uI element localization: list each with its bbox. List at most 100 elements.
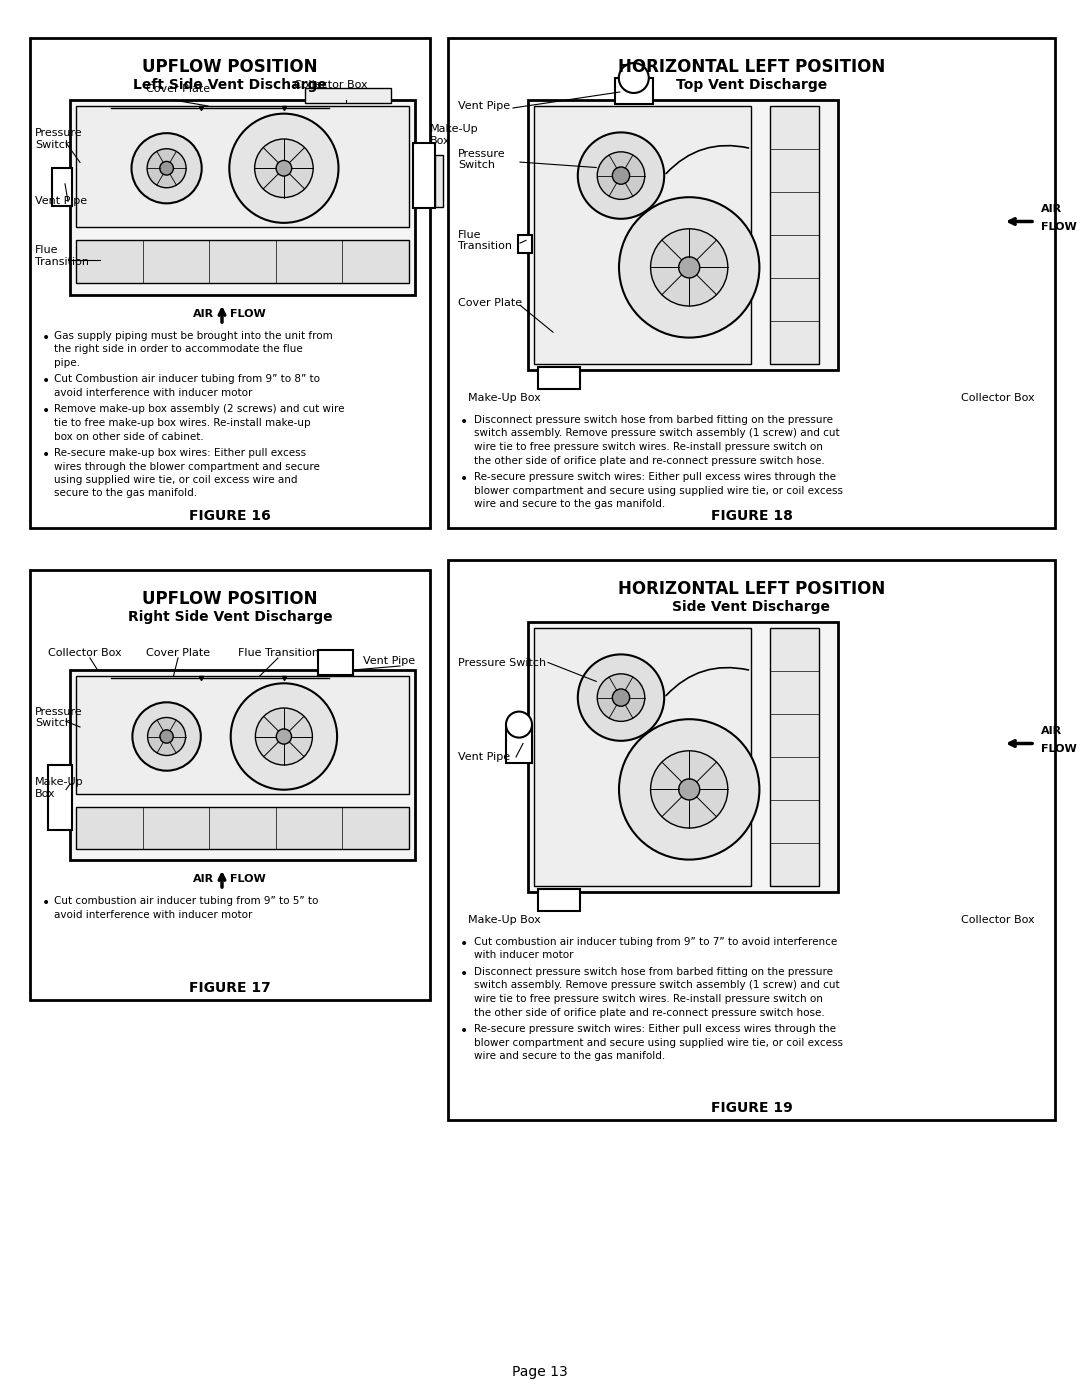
- Text: UPFLOW POSITION: UPFLOW POSITION: [143, 59, 318, 75]
- Circle shape: [612, 168, 630, 184]
- Text: wire and secure to the gas manifold.: wire and secure to the gas manifold.: [474, 1051, 665, 1060]
- Bar: [305, 88, 391, 103]
- Text: Cover Plate: Cover Plate: [146, 84, 210, 94]
- Text: wire tie to free pressure switch wires. Re-install pressure switch on: wire tie to free pressure switch wires. …: [474, 995, 823, 1004]
- Circle shape: [147, 148, 186, 187]
- Circle shape: [276, 729, 292, 745]
- Text: Page 13: Page 13: [512, 1365, 568, 1379]
- Text: the right side in order to accommodate the flue: the right side in order to accommodate t…: [54, 345, 302, 355]
- Text: Re-secure pressure switch wires: Either pull excess wires through the: Re-secure pressure switch wires: Either …: [474, 472, 836, 482]
- Text: Right Side Vent Discharge: Right Side Vent Discharge: [127, 610, 333, 624]
- Text: FIGURE 16: FIGURE 16: [189, 509, 271, 522]
- Circle shape: [619, 63, 649, 94]
- Text: avoid interference with inducer motor: avoid interference with inducer motor: [54, 909, 253, 919]
- Text: FIGURE 19: FIGURE 19: [711, 1101, 793, 1115]
- Text: •: •: [460, 472, 468, 486]
- Text: Pressure
Switch: Pressure Switch: [458, 148, 505, 170]
- Text: Vent Pipe: Vent Pipe: [458, 752, 510, 761]
- Bar: [448, 560, 1055, 1120]
- Text: HORIZONTAL LEFT POSITION: HORIZONTAL LEFT POSITION: [618, 580, 886, 598]
- Text: Make-Up
Box: Make-Up Box: [35, 777, 83, 799]
- Text: Disconnect pressure switch hose from barbed fitting on the pressure: Disconnect pressure switch hose from bar…: [474, 967, 833, 977]
- Circle shape: [148, 718, 186, 756]
- Circle shape: [597, 152, 645, 200]
- Text: •: •: [42, 405, 50, 419]
- Bar: [76, 240, 409, 284]
- Bar: [448, 38, 1055, 528]
- Bar: [435, 155, 443, 207]
- Text: Flue
Transition: Flue Transition: [35, 246, 89, 267]
- Text: •: •: [42, 448, 50, 462]
- Text: Cut Combustion air inducer tubing from 9” to 8” to: Cut Combustion air inducer tubing from 9…: [54, 374, 320, 384]
- Circle shape: [612, 689, 630, 707]
- Text: •: •: [42, 895, 50, 909]
- Text: wires through the blower compartment and secure: wires through the blower compartment and…: [54, 461, 320, 472]
- Circle shape: [619, 719, 759, 859]
- Text: using supplied wire tie, or coil excess wire and: using supplied wire tie, or coil excess …: [54, 475, 297, 485]
- Circle shape: [160, 162, 174, 175]
- Text: Vent Pipe: Vent Pipe: [363, 657, 415, 666]
- Text: avoid interference with inducer motor: avoid interference with inducer motor: [54, 388, 253, 398]
- Bar: [70, 671, 415, 861]
- Text: Disconnect pressure switch hose from barbed fitting on the pressure: Disconnect pressure switch hose from bar…: [474, 415, 833, 425]
- Text: Remove make-up box assembly (2 screws) and cut wire: Remove make-up box assembly (2 screws) a…: [54, 405, 345, 415]
- Bar: [48, 766, 72, 830]
- Text: secure to the gas manifold.: secure to the gas manifold.: [54, 489, 198, 499]
- Circle shape: [160, 729, 173, 743]
- Text: the other side of orifice plate and re-connect pressure switch hose.: the other side of orifice plate and re-c…: [474, 455, 825, 465]
- Text: tie to free make-up box wires. Re-install make-up: tie to free make-up box wires. Re-instal…: [54, 418, 311, 427]
- Bar: [30, 570, 430, 1000]
- Circle shape: [597, 673, 645, 721]
- Text: box on other side of cabinet.: box on other side of cabinet.: [54, 432, 204, 441]
- Bar: [538, 888, 580, 911]
- Circle shape: [231, 683, 337, 789]
- Text: Make-Up Box: Make-Up Box: [468, 393, 541, 402]
- Text: FLOW: FLOW: [1041, 222, 1077, 232]
- Text: •: •: [42, 374, 50, 388]
- Bar: [770, 629, 820, 886]
- Text: Re-secure pressure switch wires: Either pull excess wires through the: Re-secure pressure switch wires: Either …: [474, 1024, 836, 1034]
- Circle shape: [678, 780, 700, 800]
- Bar: [76, 676, 409, 793]
- Text: •: •: [460, 415, 468, 429]
- Text: Make-Up
Box: Make-Up Box: [430, 124, 478, 145]
- Bar: [52, 168, 72, 207]
- Text: •: •: [460, 1024, 468, 1038]
- Circle shape: [507, 711, 532, 738]
- Circle shape: [678, 257, 700, 278]
- Text: Collector Box: Collector Box: [961, 915, 1035, 925]
- Text: AIR: AIR: [193, 875, 214, 884]
- Text: UPFLOW POSITION: UPFLOW POSITION: [143, 590, 318, 608]
- Text: the other side of orifice plate and re-connect pressure switch hose.: the other side of orifice plate and re-c…: [474, 1007, 825, 1017]
- Text: Pressure Switch: Pressure Switch: [458, 658, 546, 668]
- Text: switch assembly. Remove pressure switch assembly (1 screw) and cut: switch assembly. Remove pressure switch …: [474, 981, 839, 990]
- Text: Flue Transition: Flue Transition: [238, 648, 319, 658]
- Text: blower compartment and secure using supplied wire tie, or coil excess: blower compartment and secure using supp…: [474, 486, 843, 496]
- Bar: [319, 650, 353, 675]
- Text: Vent Pipe: Vent Pipe: [35, 197, 87, 207]
- Text: Gas supply piping must be brought into the unit from: Gas supply piping must be brought into t…: [54, 331, 333, 341]
- Bar: [528, 622, 838, 893]
- Text: •: •: [42, 331, 50, 345]
- Circle shape: [132, 133, 202, 204]
- Circle shape: [133, 703, 201, 771]
- Bar: [615, 78, 652, 103]
- Bar: [76, 106, 409, 226]
- Text: wire tie to free pressure switch wires. Re-install pressure switch on: wire tie to free pressure switch wires. …: [474, 441, 823, 453]
- Text: •: •: [460, 967, 468, 981]
- Text: Re-secure make-up box wires: Either pull excess: Re-secure make-up box wires: Either pull…: [54, 448, 306, 458]
- Circle shape: [229, 113, 338, 224]
- Text: Flue
Transition: Flue Transition: [458, 229, 512, 251]
- Text: switch assembly. Remove pressure switch assembly (1 screw) and cut: switch assembly. Remove pressure switch …: [474, 429, 839, 439]
- Text: blower compartment and secure using supplied wire tie, or coil excess: blower compartment and secure using supp…: [474, 1038, 843, 1048]
- Circle shape: [619, 197, 759, 338]
- Circle shape: [578, 654, 664, 740]
- Bar: [507, 725, 532, 763]
- Text: AIR: AIR: [1041, 725, 1062, 735]
- Bar: [528, 101, 838, 370]
- Text: with inducer motor: with inducer motor: [474, 950, 573, 961]
- Bar: [30, 38, 430, 528]
- Circle shape: [578, 133, 664, 219]
- Text: pipe.: pipe.: [54, 358, 80, 367]
- Circle shape: [650, 750, 728, 828]
